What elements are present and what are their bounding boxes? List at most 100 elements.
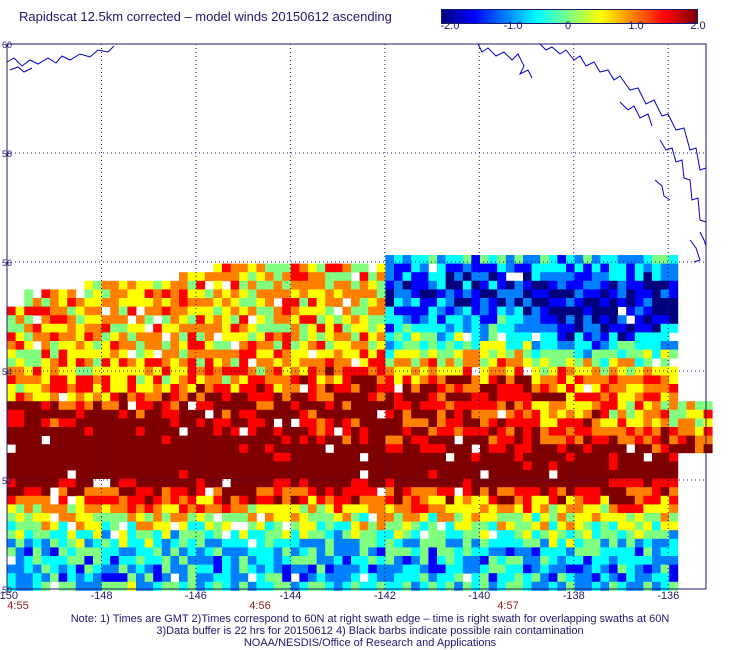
wind-cell <box>153 556 163 565</box>
wind-cell <box>428 495 438 505</box>
wind-cell <box>540 556 550 565</box>
wind-cell <box>15 349 25 359</box>
wind-cell <box>196 556 206 565</box>
wind-cell <box>290 556 300 565</box>
wind-cell <box>110 332 120 342</box>
wind-cell <box>385 375 395 385</box>
wind-cell <box>110 323 120 333</box>
wind-cell <box>505 452 515 462</box>
wind-cell <box>523 521 532 531</box>
wind-cell <box>325 289 335 299</box>
wind-cell <box>462 581 472 591</box>
wind-cell <box>75 418 85 428</box>
wind-cell <box>161 306 171 316</box>
wind-cell <box>574 564 584 574</box>
wind-cell <box>548 323 558 333</box>
wind-cell <box>84 392 94 402</box>
wind-cell <box>316 487 326 497</box>
wind-cell <box>531 452 541 462</box>
wind-cell <box>342 315 352 325</box>
wind-cell <box>265 332 274 342</box>
wind-cell <box>626 298 636 307</box>
wind-cell <box>170 538 180 548</box>
wind-cell <box>617 564 627 574</box>
wind-cell <box>652 298 661 307</box>
wind-cell <box>41 384 51 393</box>
wind-cell <box>222 263 231 273</box>
wind-cell <box>626 547 636 557</box>
wind-cell <box>290 289 300 299</box>
wind-cell <box>609 547 618 557</box>
wind-cell <box>523 444 532 454</box>
wind-cell <box>110 427 120 436</box>
wind-cell <box>385 478 395 488</box>
wind-cell <box>84 547 94 557</box>
wind-cell <box>308 487 317 497</box>
wind-cell <box>222 349 231 359</box>
wind-cell <box>93 435 102 445</box>
wind-cell <box>583 315 593 325</box>
wind-cell <box>351 306 360 316</box>
wind-cell <box>24 547 34 557</box>
wind-cell <box>41 504 51 514</box>
wind-cell <box>376 564 386 574</box>
map-title: Rapidscat 12.5km corrected – model winds… <box>19 9 392 24</box>
wind-cell <box>660 521 670 531</box>
wind-cell <box>179 504 188 514</box>
wind-cell <box>480 452 489 462</box>
wind-cell <box>333 538 343 548</box>
wind-cell <box>359 341 369 350</box>
wind-cell <box>368 306 378 316</box>
wind-cell <box>548 573 558 583</box>
wind-cell <box>325 521 335 531</box>
wind-cell <box>574 478 584 488</box>
wind-cell <box>41 444 51 454</box>
wind-cell <box>342 358 352 368</box>
wind-cell <box>50 384 59 393</box>
wind-cell <box>170 323 180 333</box>
wind-cell <box>652 323 661 333</box>
wind-cell <box>411 315 421 325</box>
wind-cell <box>652 349 661 359</box>
wind-cell <box>497 461 507 471</box>
wind-cell <box>196 513 206 522</box>
wind-cell <box>626 504 636 514</box>
wind-cell <box>24 461 34 471</box>
wind-cell <box>299 375 309 385</box>
wind-cell <box>316 332 326 342</box>
wind-cell <box>643 581 653 591</box>
wind-cell <box>557 521 567 531</box>
wind-cell <box>58 521 68 531</box>
wind-cell <box>514 280 524 290</box>
wind-cell <box>247 409 257 419</box>
wind-cell <box>600 521 610 531</box>
wind-cell <box>643 513 653 522</box>
wind-cell <box>471 280 481 290</box>
wind-cell <box>600 280 610 290</box>
wind-cell <box>514 556 524 565</box>
wind-cell <box>609 366 618 376</box>
wind-cell <box>591 349 601 359</box>
wind-cell <box>454 427 464 436</box>
wind-cell <box>161 564 171 574</box>
wind-cell <box>669 409 679 419</box>
wind-cell <box>600 306 610 316</box>
wind-cell <box>84 384 94 393</box>
wind-cell <box>58 547 68 557</box>
wind-cell <box>411 375 421 385</box>
wind-cell <box>557 315 567 325</box>
wind-cell <box>634 255 644 264</box>
wind-cell <box>265 358 274 368</box>
wind-cell <box>609 280 618 290</box>
wind-cell <box>566 435 575 445</box>
wind-cell <box>273 349 283 359</box>
wind-cell <box>626 461 636 471</box>
wind-cell <box>93 384 102 393</box>
wind-cell <box>247 349 257 359</box>
wind-cell <box>480 418 489 428</box>
wind-cell <box>67 573 77 583</box>
wind-cell <box>308 564 317 574</box>
wind-cell <box>660 272 670 282</box>
wind-cell <box>265 495 274 505</box>
wind-cell <box>265 375 274 385</box>
